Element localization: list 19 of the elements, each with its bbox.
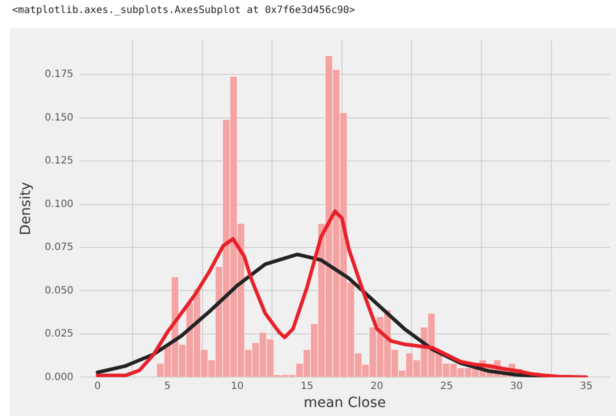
x-tick-label: 20 [370,380,384,392]
x-tick-label: 0 [94,380,101,392]
y-tick-label: 0.100 [44,198,74,210]
x-tick-label: 15 [300,380,314,392]
x-tick-label: 10 [230,380,244,392]
y-axis-title: Density [18,182,34,236]
y-tick-label: 0.075 [44,242,74,254]
x-tick-label: 25 [440,380,454,392]
x-axis-title: mean Close [304,395,386,412]
y-tick-label: 0.150 [44,112,74,124]
text: <matplotlib.axes._subplots.AxesSubplot at 0x7f6e3d456c90> [12,5,356,16]
y-tick-label: 0.125 [44,156,74,167]
y-tick-label: 0.025 [44,328,74,340]
x-tick-label: 5 [164,380,171,392]
y-tick-label: 0.000 [44,372,74,383]
y-tick-label: 0.175 [44,69,74,80]
x-tick-label: 35 [580,380,593,392]
y-tick-label: 0.050 [44,285,74,296]
x-tick-label: 30 [510,380,523,392]
